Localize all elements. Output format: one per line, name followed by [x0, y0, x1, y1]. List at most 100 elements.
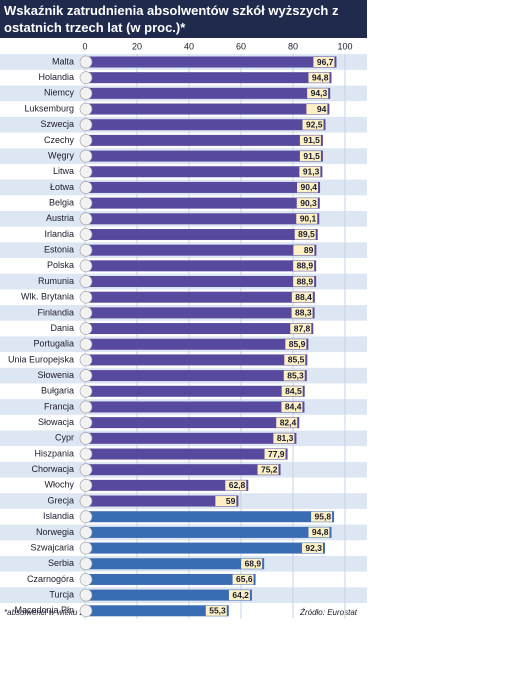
- value-label: 68,9: [245, 559, 262, 569]
- bar: [85, 276, 317, 288]
- value-label-box: [264, 449, 286, 459]
- category-label: Cypr: [55, 433, 74, 443]
- flag-icon: [79, 149, 93, 163]
- bar: [85, 589, 252, 601]
- category-label: Portugalia: [33, 339, 74, 349]
- value-label-box: [294, 229, 316, 240]
- flag-icon: [79, 71, 93, 84]
- category-label: Łotwa: [50, 182, 74, 192]
- category-label: Grecja: [47, 495, 74, 505]
- value-label-box: [302, 119, 324, 130]
- flag-icon: [79, 306, 93, 320]
- value-label-box: [308, 527, 330, 538]
- value-label-box: [313, 57, 335, 67]
- value-label-box: [299, 135, 321, 146]
- bar: [85, 181, 321, 193]
- category-label: Hiszpania: [34, 448, 74, 458]
- value-label: 87,8: [294, 323, 311, 333]
- bar: [85, 558, 265, 570]
- footnote: *absolwenci w wieku 20-34 lata: [4, 608, 116, 617]
- value-label: 94,8: [312, 527, 329, 537]
- category-label: Finlandia: [37, 307, 74, 317]
- value-label-box: [281, 386, 303, 397]
- bar: [85, 166, 323, 178]
- value-label-box: [307, 88, 329, 99]
- flag-icon: [79, 259, 93, 273]
- value-label-box: [205, 605, 227, 616]
- value-label-box: [291, 307, 313, 318]
- category-label: Bułgaria: [41, 386, 74, 396]
- value-label-box: [308, 72, 330, 83]
- bar: [85, 401, 305, 413]
- bar: [85, 307, 315, 319]
- value-label-box: [306, 104, 328, 115]
- category-label: Macedonia Płn: [14, 605, 74, 615]
- category-label: Słowacja: [38, 417, 74, 427]
- value-label: 55,3: [209, 606, 226, 616]
- value-label: 59: [226, 496, 236, 506]
- category-label: Irlandia: [44, 229, 74, 239]
- x-tick-label: 100: [337, 41, 352, 51]
- category-label: Francja: [44, 401, 74, 411]
- value-label: 90,3: [300, 198, 317, 208]
- category-label: Rumunia: [38, 276, 74, 286]
- category-label: Unia Europejska: [8, 354, 74, 364]
- value-label-box: [296, 198, 318, 209]
- flag-icon: [79, 432, 93, 445]
- value-label: 82,4: [280, 417, 297, 427]
- value-label: 90,1: [300, 214, 317, 224]
- category-label: Czechy: [44, 135, 75, 145]
- flag-icon: [79, 400, 93, 414]
- bar: [85, 134, 323, 146]
- flag-icon: [79, 604, 93, 618]
- flag-icon: [79, 494, 93, 508]
- flag-icon: [79, 134, 93, 147]
- value-label-box: [241, 558, 263, 569]
- value-label: 88,9: [297, 261, 314, 271]
- value-label: 85,9: [289, 339, 306, 349]
- value-label-box: [293, 276, 315, 287]
- category-label: Austria: [46, 213, 74, 223]
- bar: [85, 291, 315, 303]
- flag-icon: [79, 479, 93, 492]
- category-label: Malta: [52, 56, 74, 66]
- value-label: 94,3: [311, 88, 328, 98]
- x-tick-label: 60: [236, 41, 246, 51]
- value-label: 91,3: [303, 167, 320, 177]
- bar: [85, 150, 323, 162]
- category-label: Szwecja: [40, 119, 74, 129]
- flag-icon: [79, 510, 93, 524]
- flag-icon: [79, 322, 93, 335]
- value-label-box: [284, 354, 306, 365]
- x-tick-label: 0: [82, 41, 87, 51]
- bar: [85, 213, 320, 225]
- flag-icon: [79, 165, 93, 179]
- value-label: 95,8: [315, 511, 332, 521]
- value-label-box: [276, 417, 298, 428]
- category-label: Norwegia: [36, 527, 74, 537]
- bar: [85, 197, 320, 209]
- value-label-box: [285, 339, 307, 350]
- value-label-box: [299, 166, 321, 177]
- category-label: Serbia: [48, 558, 74, 568]
- value-label-box: [301, 543, 323, 554]
- value-label: 92,3: [305, 543, 322, 553]
- category-label: Czarnogóra: [27, 574, 74, 584]
- flag-icon: [79, 275, 93, 288]
- flag-icon: [79, 212, 93, 226]
- flag-icon: [79, 181, 93, 194]
- value-label: 84,4: [285, 402, 302, 412]
- value-label-box: [299, 151, 321, 162]
- flag-icon: [79, 384, 93, 398]
- value-label-box: [257, 464, 279, 475]
- value-label-box: [228, 590, 250, 601]
- value-label-box: [225, 480, 247, 491]
- bar: [85, 448, 288, 460]
- bar: [85, 260, 317, 272]
- value-label: 85,3: [287, 370, 304, 380]
- value-label-box: [283, 370, 305, 381]
- category-label: Szwajcaria: [30, 542, 74, 552]
- value-label: 88,4: [295, 292, 312, 302]
